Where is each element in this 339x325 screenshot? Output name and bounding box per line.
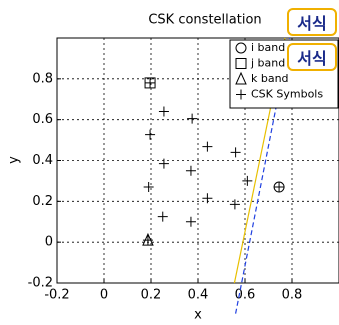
legend-marker xyxy=(235,71,247,85)
x-axis-label: x xyxy=(194,308,202,323)
x-tick-label: 0 xyxy=(100,288,108,303)
legend-label: k band xyxy=(251,72,289,85)
legend-marker xyxy=(235,42,247,54)
chart-title: CSK constellation xyxy=(148,13,261,28)
legend-label: j band xyxy=(250,57,285,70)
legend-marker xyxy=(236,89,246,100)
legend-label: CSK Symbols xyxy=(251,88,323,101)
point xyxy=(158,106,169,117)
point xyxy=(202,141,213,152)
x-tick-label: 0.6 xyxy=(235,288,256,303)
x-tick-label: 0.8 xyxy=(282,288,303,303)
point xyxy=(158,158,169,169)
point xyxy=(202,193,213,204)
point xyxy=(145,77,156,88)
point xyxy=(142,235,153,246)
y-tick-label: 0.8 xyxy=(32,71,53,86)
point xyxy=(185,165,196,176)
y-tick-label: 0 xyxy=(45,235,53,250)
format-button[interactable]: 서식 xyxy=(287,8,337,36)
x-tick-label: -0.2 xyxy=(44,288,69,303)
point xyxy=(185,216,196,227)
y-tick-label: -0.2 xyxy=(28,276,53,291)
point xyxy=(274,182,285,193)
point xyxy=(143,182,154,193)
x-tick-label: 0.2 xyxy=(141,288,162,303)
point xyxy=(145,129,156,140)
legend-marker xyxy=(235,58,247,69)
y-tick-label: 0.4 xyxy=(32,153,53,168)
point xyxy=(229,199,240,210)
x-tick-label: 0.4 xyxy=(188,288,209,303)
point xyxy=(242,175,253,186)
point xyxy=(230,147,241,158)
legend-label: i band xyxy=(251,41,285,54)
plot-frame xyxy=(56,37,339,284)
y-tick-label: 0.6 xyxy=(32,112,53,127)
point xyxy=(187,113,198,124)
point xyxy=(157,211,168,222)
y-axis-label: y xyxy=(7,156,22,164)
format-button[interactable]: 서식 xyxy=(287,43,337,71)
y-tick-label: 0.2 xyxy=(32,194,53,209)
